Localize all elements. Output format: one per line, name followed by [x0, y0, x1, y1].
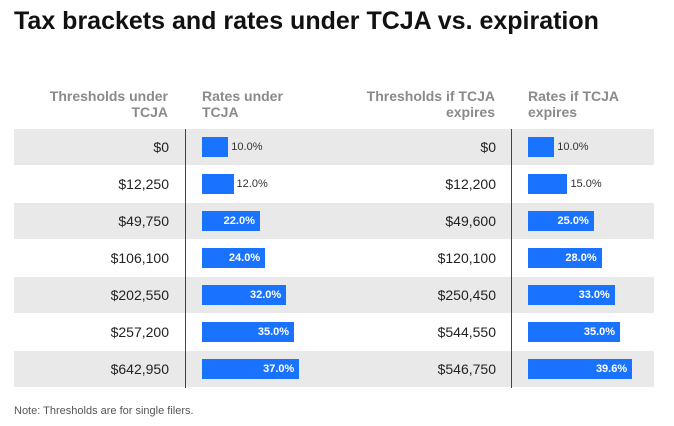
header-rates-expire: Rates if TCJA expires — [528, 88, 619, 120]
rate-bar-tcja — [202, 285, 287, 305]
threshold-expire: $544,550 — [437, 324, 496, 340]
rate-label-expire: 10.0% — [557, 141, 589, 153]
threshold-expire: $49,600 — [445, 213, 496, 229]
rate-label-tcja: 37.0% — [263, 363, 295, 375]
threshold-tcja: $12,250 — [118, 176, 169, 192]
threshold-tcja: $0 — [153, 139, 169, 155]
rate-label-expire: 28.0% — [565, 252, 597, 264]
threshold-expire: $12,200 — [445, 176, 496, 192]
rate-bar-tcja — [202, 137, 229, 157]
rate-bar-expire — [528, 211, 594, 231]
rate-label-tcja: 35.0% — [257, 326, 290, 338]
table-row: $642,950 37.0% $546,750 39.6% — [14, 351, 654, 387]
header-thresholds-expire: Thresholds if TCJA expires — [366, 88, 495, 120]
rate-label-expire: 25.0% — [557, 215, 589, 227]
threshold-expire: $120,100 — [437, 250, 496, 266]
rate-label-tcja: 22.0% — [223, 215, 255, 227]
rate-bar-expire — [528, 359, 633, 379]
rate-label-tcja: 10.0% — [231, 141, 263, 153]
table-row: $0 10.0% $0 10.0% — [14, 129, 654, 165]
rate-bar-tcja — [202, 174, 234, 194]
divider-right — [511, 129, 512, 388]
table-row: $257,200 35.0% $544,550 35.0% — [14, 314, 654, 350]
rate-bar-expire — [528, 322, 621, 342]
rate-bar-expire — [528, 285, 615, 305]
threshold-expire: $0 — [480, 139, 496, 155]
rate-label-expire: 15.0% — [570, 178, 602, 190]
header-thresholds-tcja: Thresholds under TCJA — [49, 88, 168, 120]
threshold-tcja: $642,950 — [110, 361, 169, 377]
table-row: $12,250 12.0% $12,200 15.0% — [14, 166, 654, 202]
threshold-tcja: $106,100 — [110, 250, 169, 266]
rate-label-tcja: 12.0% — [236, 178, 268, 190]
threshold-expire: $546,750 — [437, 361, 496, 377]
header-rates-tcja: Rates under TCJA — [202, 88, 283, 120]
divider-left — [185, 129, 186, 388]
threshold-tcja: $202,550 — [110, 287, 169, 303]
footnote: Note: Thresholds are for single filers. — [14, 405, 194, 417]
rate-label-tcja: 24.0% — [228, 252, 261, 264]
chart-title: Tax brackets and rates under TCJA vs. ex… — [14, 7, 599, 35]
rate-label-tcja: 32.0% — [249, 289, 282, 301]
rate-label-expire: 33.0% — [578, 289, 610, 301]
rate-bar-expire — [528, 137, 555, 157]
rate-label-expire: 35.0% — [583, 326, 616, 338]
rate-bar-tcja — [202, 248, 266, 268]
rate-label-expire: 39.6% — [595, 363, 628, 375]
rate-bar-tcja — [202, 322, 295, 342]
rate-bar-expire — [528, 248, 602, 268]
rate-bar-tcja — [202, 211, 260, 231]
threshold-tcja: $49,750 — [118, 213, 169, 229]
table-row: $202,550 32.0% $250,450 33.0% — [14, 277, 654, 313]
rate-bar-tcja — [202, 359, 300, 379]
table-row: $49,750 22.0% $49,600 25.0% — [14, 203, 654, 239]
threshold-expire: $250,450 — [437, 287, 496, 303]
table-row: $106,100 24.0% $120,100 28.0% — [14, 240, 654, 276]
rate-bar-expire — [528, 174, 568, 194]
threshold-tcja: $257,200 — [110, 324, 169, 340]
